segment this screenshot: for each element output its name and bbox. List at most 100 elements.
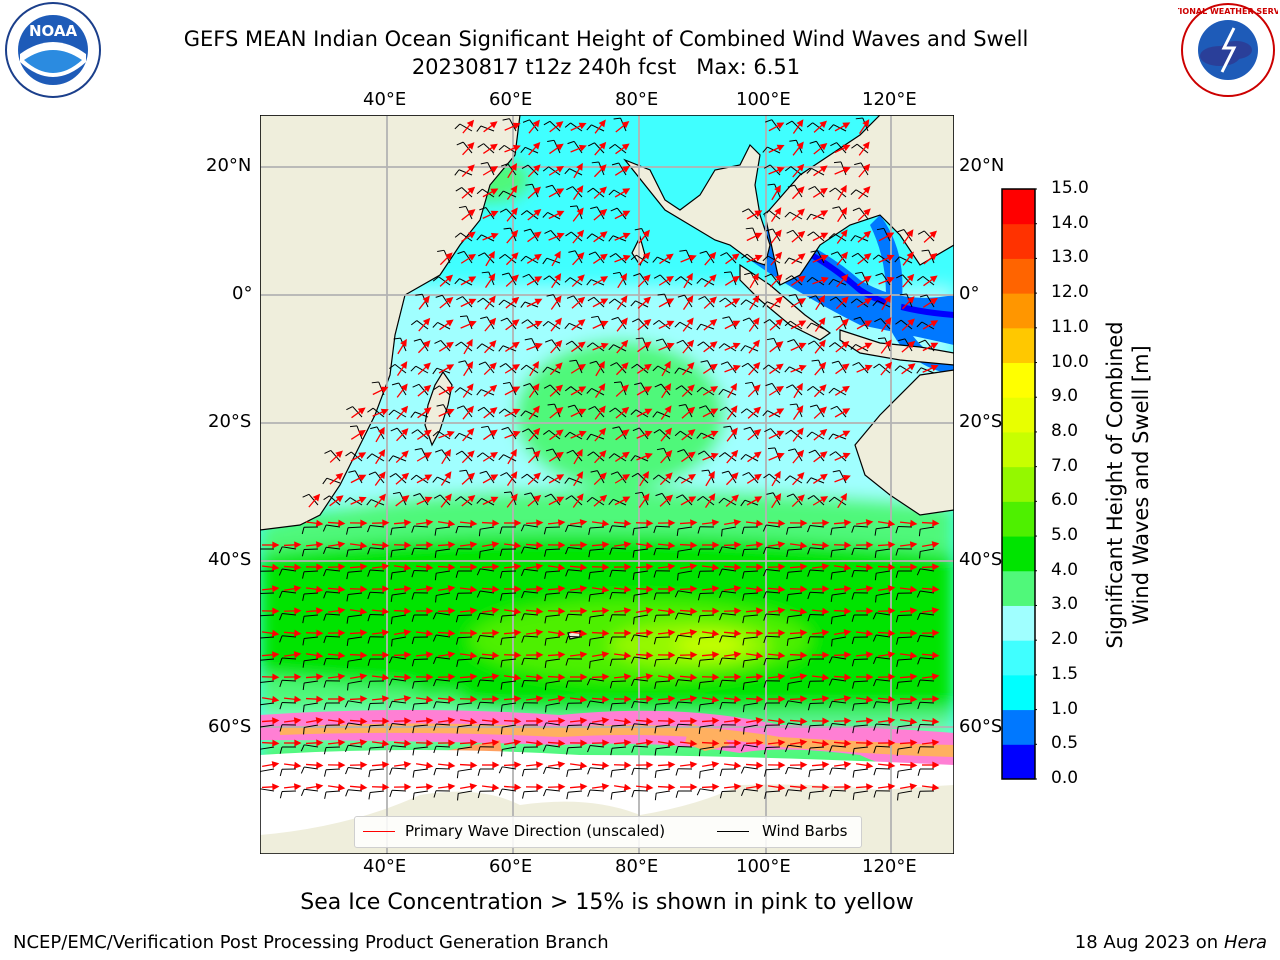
wind-barb [348, 636, 363, 640]
wind-barb [769, 164, 781, 176]
wave-arrowhead [448, 629, 456, 637]
wave-arrowhead [514, 585, 522, 593]
wave-arrowhead [646, 585, 654, 593]
wind-barb-flag [851, 525, 855, 533]
wave-arrowhead [822, 519, 830, 527]
lat-tick-right-0: 0° [959, 283, 980, 304]
wind-barb [590, 745, 605, 748]
wind-barb [502, 766, 517, 770]
wave-arrowhead [643, 274, 651, 282]
wave-arrowhead [884, 317, 892, 326]
wind-barb [392, 656, 407, 660]
wind-barb-flag [591, 161, 599, 164]
wind-barb [791, 275, 803, 286]
wind-barb-flag [412, 770, 415, 778]
wave-arrowhead [906, 229, 914, 238]
wave-arrowhead [756, 739, 764, 747]
wind-barb-flag [367, 703, 371, 711]
wind-barb-flag [323, 747, 327, 755]
wave-arrowhead [646, 563, 654, 571]
wind-barb [634, 723, 649, 726]
wave-arrowhead [445, 319, 454, 327]
wind-barb [508, 272, 517, 286]
wind-barb-flag [323, 591, 327, 599]
wind-barb-flag [763, 319, 771, 324]
wind-barb-flag [346, 661, 349, 669]
wind-barb [813, 340, 825, 352]
wind-barb [392, 548, 407, 551]
wind-barb-flag [698, 726, 701, 734]
wind-barb-flag [828, 342, 836, 348]
wind-barb [788, 658, 803, 662]
wave-arrowhead [335, 450, 343, 458]
colorbar-tick-label: 9.0 [1051, 386, 1079, 407]
wave-arrowhead [931, 607, 940, 615]
wind-barb-flag [586, 233, 593, 239]
wave-arrowhead [777, 541, 786, 549]
wind-barb-flag [786, 384, 793, 389]
wind-barb-flag [808, 185, 816, 190]
wave-arrowhead [556, 165, 565, 173]
wind-barb-flag [765, 119, 772, 123]
wind-barb [612, 790, 627, 794]
wave-arrowhead [382, 651, 390, 659]
wave-arrowhead [733, 695, 742, 703]
wind-barb-flag [503, 491, 512, 494]
wind-barb [618, 162, 627, 176]
wind-barb-flag [764, 273, 772, 278]
wind-barb-flag [678, 404, 686, 407]
wind-barb [480, 568, 495, 572]
wind-barb [596, 206, 605, 220]
wind-barb-flag [411, 659, 415, 667]
wind-barb-flag [762, 255, 769, 262]
wind-barb [788, 680, 803, 684]
wave-arrowhead [404, 607, 412, 615]
wave-arrowhead [686, 317, 694, 326]
wind-barb-flag [763, 725, 767, 733]
wave-arrowhead [778, 563, 786, 571]
wave-arrowhead [401, 472, 410, 481]
wind-barb [772, 228, 781, 242]
wind-barb-flag [632, 550, 635, 558]
wind-barb [701, 386, 715, 396]
wave-arrowhead [644, 386, 653, 393]
wave-arrowhead [777, 651, 786, 659]
wave-arrowhead [490, 232, 499, 240]
wind-barb-flag [521, 613, 525, 621]
wave-arrowhead [796, 141, 804, 150]
wind-barb [369, 746, 385, 749]
wave-arrowhead [620, 339, 629, 348]
wave-arrowhead [844, 717, 852, 725]
wave-arrowhead [426, 673, 434, 681]
wind-barb-flag [591, 315, 599, 318]
wind-barb-flag [457, 250, 465, 255]
wind-barb [567, 768, 583, 771]
wave-arrowhead [271, 585, 280, 593]
wave-arrowhead [510, 185, 518, 194]
wind-barb [699, 636, 715, 639]
wind-barb [551, 184, 561, 198]
wind-barb [678, 634, 693, 638]
wind-barb-flag [588, 639, 591, 647]
wind-barb-flag [916, 321, 923, 328]
wind-barb-flag [895, 526, 899, 534]
wind-barb [436, 548, 451, 552]
wind-barb-flag [476, 188, 483, 195]
wind-barb-flag [456, 405, 464, 409]
wind-barb-flag [809, 140, 817, 144]
wind-barb-flag [872, 612, 877, 620]
colorbar-tick-label: 4.0 [1051, 559, 1079, 580]
wind-barb [348, 570, 363, 573]
wind-barb-flag [811, 359, 819, 362]
wind-barb-flag [763, 591, 767, 599]
wind-barb [347, 548, 363, 551]
wind-barb-flag [786, 229, 794, 234]
wave-arrowhead [690, 607, 698, 615]
chart-subtitle: 20230817 t12z 240h fcst Max: 6.51 [411, 55, 801, 79]
wind-barb-flag [895, 593, 899, 601]
wave-arrowhead [534, 276, 543, 283]
wave-arrowhead [445, 297, 454, 305]
wind-barb-flag [895, 615, 899, 623]
wind-barb-flag [367, 569, 371, 577]
wind-barb-flag [542, 257, 548, 265]
